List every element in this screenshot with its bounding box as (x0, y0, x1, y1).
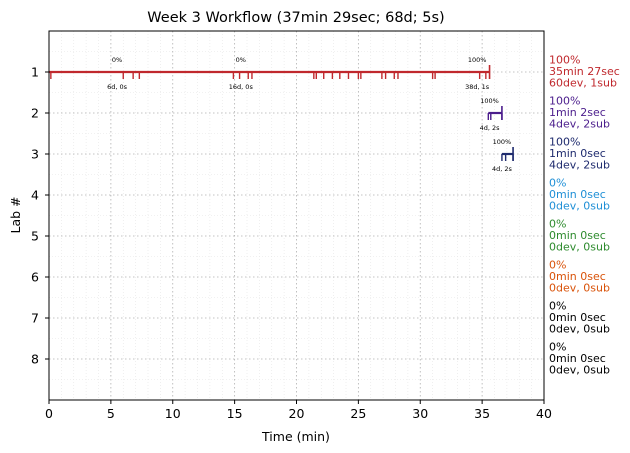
y-tick-label: 8 (31, 352, 39, 367)
x-tick-label: 0 (45, 406, 53, 421)
x-tick-label: 35 (474, 406, 490, 421)
lab-2-series: 100% 4d, 2s (480, 97, 503, 132)
lab-8-summary-line: 0min 0sec (549, 352, 606, 365)
lab-6-summary-line: 0dev, 0sub (549, 282, 610, 295)
x-tick-label: 30 (412, 406, 428, 421)
y-tick-label: 1 (31, 65, 39, 80)
lab-5-summary-line: 0min 0sec (549, 229, 606, 242)
y-axis-ticks: 1 2 3 4 5 6 7 8 (31, 65, 49, 367)
lab-5-summary-line: 0% (549, 218, 566, 231)
x-tick-label: 15 (227, 406, 243, 421)
y-tick-label: 7 (31, 311, 39, 326)
y-tick-label: 2 (31, 106, 39, 121)
lab-1-milestone-detail: 16d, 0s (229, 83, 254, 91)
lab-8-summary-line: 0dev, 0sub (549, 364, 610, 377)
x-tick-label: 5 (107, 406, 115, 421)
lab-3-summary-line: 100% (549, 136, 580, 149)
lab-3-milestone-percent: 100% (493, 138, 512, 146)
lab-1-summary-line: 60dev, 1sub (549, 77, 617, 90)
lab-6-summary-line: 0min 0sec (549, 270, 606, 283)
lab-1-milestone-percent: 0% (236, 56, 246, 64)
lab-1-summary-line: 100% (549, 54, 580, 67)
lab-2-summary-line: 1min 2sec (549, 106, 606, 119)
lab-7-summary-line: 0% (549, 300, 566, 313)
lab-1-milestone-percent: 100% (468, 56, 487, 64)
y-axis-label: Lab # (8, 196, 23, 233)
lab-4-summary-line: 0dev, 0sub (549, 200, 610, 213)
lab-2-summary-line: 4dev, 2sub (549, 118, 610, 131)
lab-2-milestone-percent: 100% (480, 97, 499, 105)
lab-3-summary-line: 4dev, 2sub (549, 159, 610, 172)
x-axis-label: Time (min) (261, 429, 330, 444)
y-tick-label: 4 (31, 188, 39, 203)
lab-7-summary-line: 0min 0sec (549, 311, 606, 324)
lab-1-series: 0% 6d, 0s 0% 16d, 0s 100% 38d, 1s (49, 56, 491, 91)
x-tick-label: 25 (350, 406, 366, 421)
lab-2-milestone-detail: 4d, 2s (480, 124, 501, 132)
lab-4-summary-line: 0% (549, 177, 566, 190)
lab-3-series: 100% 4d, 2s (492, 138, 514, 173)
chart-title: Week 3 Workflow (37min 29sec; 68d; 5s) (147, 10, 444, 26)
lab-3-milestone-detail: 4d, 2s (492, 165, 513, 173)
lab-2-summary-line: 100% (549, 95, 580, 108)
lab-1-milestone-detail: 38d, 1s (465, 83, 490, 91)
grid (49, 31, 544, 400)
lab-6-summary-line: 0% (549, 259, 566, 272)
y-tick-label: 6 (31, 270, 39, 285)
y-tick-label: 3 (31, 147, 39, 162)
lab-4-summary-line: 0min 0sec (549, 188, 606, 201)
x-tick-label: 10 (165, 406, 181, 421)
lab-1-summary-line: 35min 27sec (549, 65, 620, 78)
lab-5-summary-line: 0dev, 0sub (549, 241, 610, 254)
x-axis-ticks: 0 5 10 15 20 25 30 35 40 (45, 400, 552, 421)
lab-1-milestone-percent: 0% (112, 56, 122, 64)
y-tick-label: 5 (31, 229, 39, 244)
lab-7-summary-line: 0dev, 0sub (549, 323, 610, 336)
x-tick-label: 40 (536, 406, 552, 421)
lab-1-milestone-detail: 6d, 0s (107, 83, 128, 91)
x-tick-label: 20 (289, 406, 305, 421)
lab-8-summary-line: 0% (549, 341, 566, 354)
lab-3-summary-line: 1min 0sec (549, 147, 606, 160)
